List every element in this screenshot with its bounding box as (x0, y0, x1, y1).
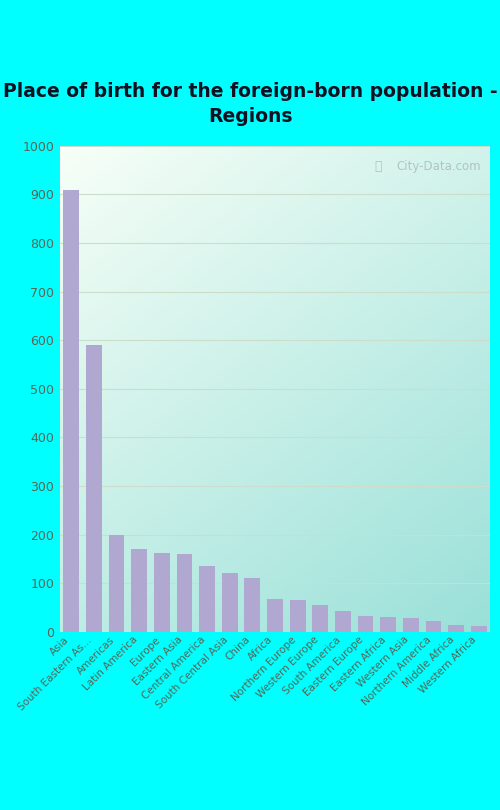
Bar (132, 549, 147, 632)
Bar (108, 535, 124, 632)
Bar (426, 621, 442, 632)
Bar (448, 625, 464, 632)
Text: City-Data.com: City-Data.com (397, 160, 481, 173)
Bar (222, 573, 238, 632)
Bar (86, 345, 102, 632)
Bar (154, 553, 170, 632)
Text: ⦾: ⦾ (374, 160, 382, 173)
Bar (380, 617, 396, 632)
Bar (471, 626, 486, 632)
Text: Place of birth for the foreign-born population -
Regions: Place of birth for the foreign-born popu… (2, 82, 498, 126)
Bar (64, 190, 79, 632)
Bar (244, 578, 260, 632)
Bar (176, 554, 192, 632)
Bar (312, 605, 328, 632)
Bar (267, 599, 283, 632)
Bar (335, 612, 351, 632)
Bar (358, 616, 374, 632)
Bar (199, 566, 215, 632)
Bar (403, 618, 418, 632)
Bar (290, 600, 306, 632)
